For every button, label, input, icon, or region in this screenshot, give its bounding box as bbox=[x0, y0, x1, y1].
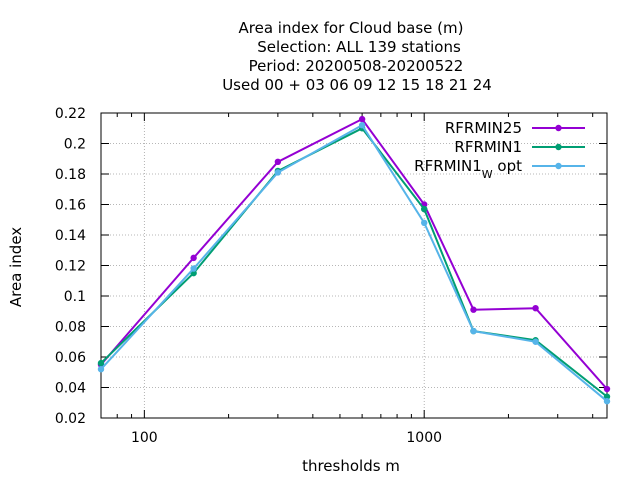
y-tick-label: 0.04 bbox=[55, 381, 86, 397]
data-point bbox=[358, 122, 366, 129]
data-point bbox=[603, 393, 611, 400]
legend-label: RFRMIN1 bbox=[454, 138, 522, 156]
data-point bbox=[190, 254, 197, 262]
data-point bbox=[274, 158, 282, 165]
y-tick-label: 0.12 bbox=[55, 259, 86, 275]
data-point bbox=[603, 385, 611, 393]
y-axis-label: Area index bbox=[7, 227, 25, 307]
legend-label: RFRMIN25 bbox=[445, 119, 522, 137]
chart-title-line-2: Selection: ALL 139 stations bbox=[257, 38, 461, 56]
chart-title-line-3: Period: 20200508-20200522 bbox=[249, 57, 464, 75]
x-axis-label: thresholds m bbox=[302, 457, 400, 475]
series-line bbox=[100, 117, 608, 390]
data-point bbox=[470, 306, 477, 313]
series-line bbox=[100, 127, 608, 398]
plot-border bbox=[100, 112, 608, 419]
chart-title-line-4: Used 00 + 03 06 09 12 15 18 21 24 bbox=[222, 76, 492, 94]
data-point bbox=[274, 169, 282, 176]
y-tick-label: 0.2 bbox=[64, 137, 86, 153]
y-tick-label: 0.16 bbox=[55, 198, 86, 214]
y-tick-label: 0.14 bbox=[55, 228, 86, 244]
axes: 0.02 0.04 0.06 0.08 0.1 0.12 0.14 0.16 0.18 0.2 0.… bbox=[55, 106, 608, 446]
legend-marker bbox=[555, 124, 562, 132]
data-point bbox=[603, 398, 611, 405]
y-tick-label: 0.02 bbox=[55, 411, 86, 427]
y-tick-label: 0.08 bbox=[55, 320, 86, 336]
series-lines bbox=[97, 115, 611, 405]
series-line bbox=[100, 123, 608, 402]
data-point bbox=[97, 366, 105, 373]
data-point bbox=[532, 305, 539, 312]
grid bbox=[101, 113, 607, 418]
y-tick-label: 0.1 bbox=[64, 289, 86, 305]
data-point bbox=[532, 338, 539, 345]
y-tick-label: 0.22 bbox=[55, 106, 86, 122]
x-tick-label: 1000 bbox=[406, 430, 442, 446]
y-tick-label: 0.06 bbox=[55, 350, 86, 366]
x-tick-label: 100 bbox=[131, 430, 158, 446]
legend-label: RFRMIN1W opt bbox=[414, 157, 522, 181]
chart-title: Area index for Cloud base (m) Selection:… bbox=[222, 19, 492, 94]
legend-marker bbox=[555, 143, 562, 151]
data-point bbox=[190, 265, 197, 272]
data-point bbox=[420, 205, 428, 213]
data-point bbox=[97, 359, 105, 367]
data-point bbox=[420, 219, 428, 226]
data-point bbox=[470, 327, 477, 335]
data-point bbox=[358, 115, 366, 123]
legend-marker bbox=[555, 162, 562, 170]
chart-title-line-1: Area index for Cloud base (m) bbox=[239, 19, 464, 37]
y-tick-label: 0.18 bbox=[55, 167, 86, 183]
